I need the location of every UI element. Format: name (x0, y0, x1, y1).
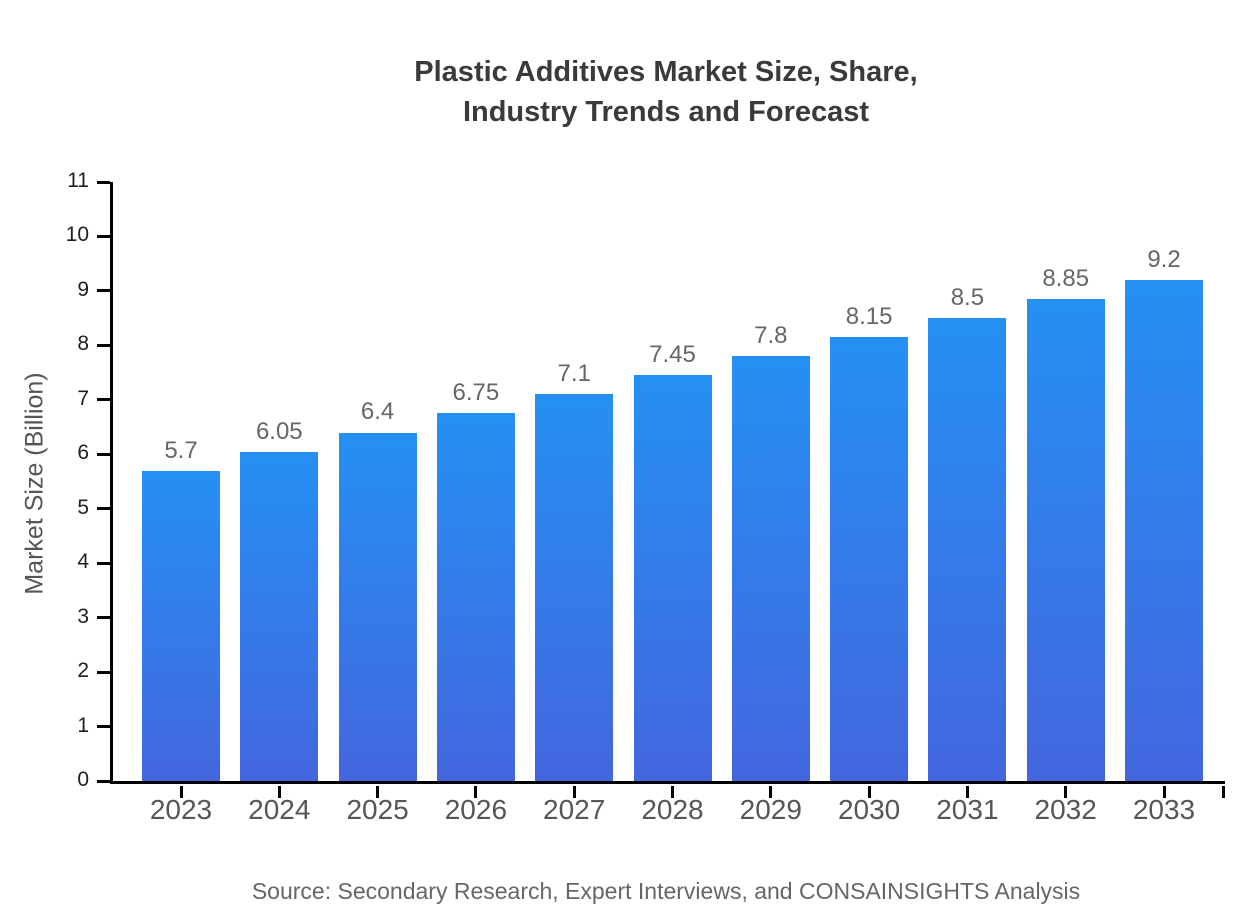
bar-value-label: 6.05 (255, 417, 303, 445)
x-axis-tick-label: 2023 (149, 794, 213, 825)
y-axis-tick-label: 4 (77, 550, 89, 574)
y-axis-tick (97, 180, 110, 184)
bar-2025 (338, 432, 417, 781)
x-axis-tick-label: 2025 (346, 794, 409, 825)
y-axis-tick (97, 779, 110, 783)
y-axis-title: Market Size (Billion) (20, 372, 49, 595)
x-axis-tick (867, 786, 871, 798)
bar-2030 (830, 337, 909, 781)
bar-value-label: 8.85 (1042, 265, 1090, 293)
x-axis-tick (1064, 786, 1068, 798)
y-axis-tick (97, 616, 110, 620)
y-axis-tick-label: 9 (77, 277, 89, 301)
bar-value-label: 9.2 (1147, 246, 1181, 274)
x-axis-tick (671, 786, 674, 798)
y-axis-tick-label: 11 (67, 169, 89, 192)
y-axis-tick-label: 7 (77, 386, 89, 410)
x-axis-tick (1162, 786, 1166, 798)
y-axis-tick (97, 398, 110, 402)
x-axis-tick-label: 2026 (444, 794, 508, 825)
x-axis-tick (769, 786, 773, 798)
y-axis-tick-label: 8 (77, 332, 89, 356)
bar-value-label: 6.75 (452, 379, 500, 407)
source-note: Source: Secondary Research, Expert Inter… (251, 878, 1081, 904)
bar-value-label: 8.5 (950, 284, 985, 312)
y-axis-tick-label: 3 (77, 604, 89, 628)
x-axis-end-tick (1222, 786, 1225, 798)
y-axis-tick (97, 507, 110, 511)
bar-value-label: 6.4 (360, 398, 395, 426)
y-axis-tick (97, 670, 110, 674)
bar-2032 (1026, 299, 1105, 781)
x-axis-tick-label: 2030 (837, 794, 901, 825)
bar-2029 (731, 356, 810, 781)
chart-title: Plastic Additives Market Size, Share, In… (110, 52, 1222, 132)
bar-2023 (142, 470, 220, 781)
y-axis-tick-label: 5 (77, 495, 89, 519)
x-axis-tick (965, 786, 969, 798)
bar-value-label: 7.1 (557, 360, 591, 388)
y-axis-tick-label: 1 (77, 713, 89, 737)
bar-2031 (928, 318, 1007, 781)
y-axis-tick (97, 725, 110, 729)
bar-2028 (633, 375, 712, 781)
chart-title-line1: Plastic Additives Market Size, Share, (414, 56, 918, 88)
y-axis-tick-label: 2 (77, 659, 89, 683)
x-axis-tick (277, 786, 281, 798)
bar-2026 (436, 413, 515, 781)
x-axis-tick-label: 2031 (936, 794, 999, 825)
bar-value-label: 5.7 (164, 436, 198, 464)
y-axis-tick (97, 343, 110, 347)
x-axis-tick-label: 2029 (739, 794, 802, 825)
x-axis-tick-label: 2032 (1034, 794, 1097, 825)
x-axis-tick (376, 786, 380, 798)
y-axis-tick-label: 6 (77, 441, 89, 465)
y-axis-tick-label: 10 (65, 223, 89, 247)
x-axis-tick-label: 2027 (543, 794, 606, 825)
x-axis-tick (474, 786, 478, 798)
x-axis-tick-label: 2028 (641, 794, 704, 825)
y-axis-tick (97, 289, 110, 293)
bar-2033 (1125, 280, 1203, 781)
x-axis-tick-label: 2024 (248, 794, 311, 825)
bar-2024 (240, 451, 319, 781)
x-axis-tick (572, 786, 576, 798)
bar-value-label: 8.15 (845, 303, 893, 331)
y-axis-tick (97, 234, 110, 238)
x-axis-tick (179, 786, 183, 798)
bar-value-label: 7.8 (754, 322, 788, 350)
bar-2027 (535, 394, 614, 781)
y-axis-tick (97, 561, 110, 565)
y-axis-tick-label: 0 (77, 768, 89, 791)
y-axis-tick (97, 452, 110, 456)
bar-value-label: 7.45 (649, 341, 696, 369)
chart-title-line2: Industry Trends and Forecast (462, 96, 870, 128)
x-axis-tick-label: 2033 (1132, 794, 1196, 825)
plot-area: 0 1 2 3 4 5 6 7 8 9 10 11 2023 5.7 2024 6.05 2025 6.4 2026… (66, 169, 1225, 825)
